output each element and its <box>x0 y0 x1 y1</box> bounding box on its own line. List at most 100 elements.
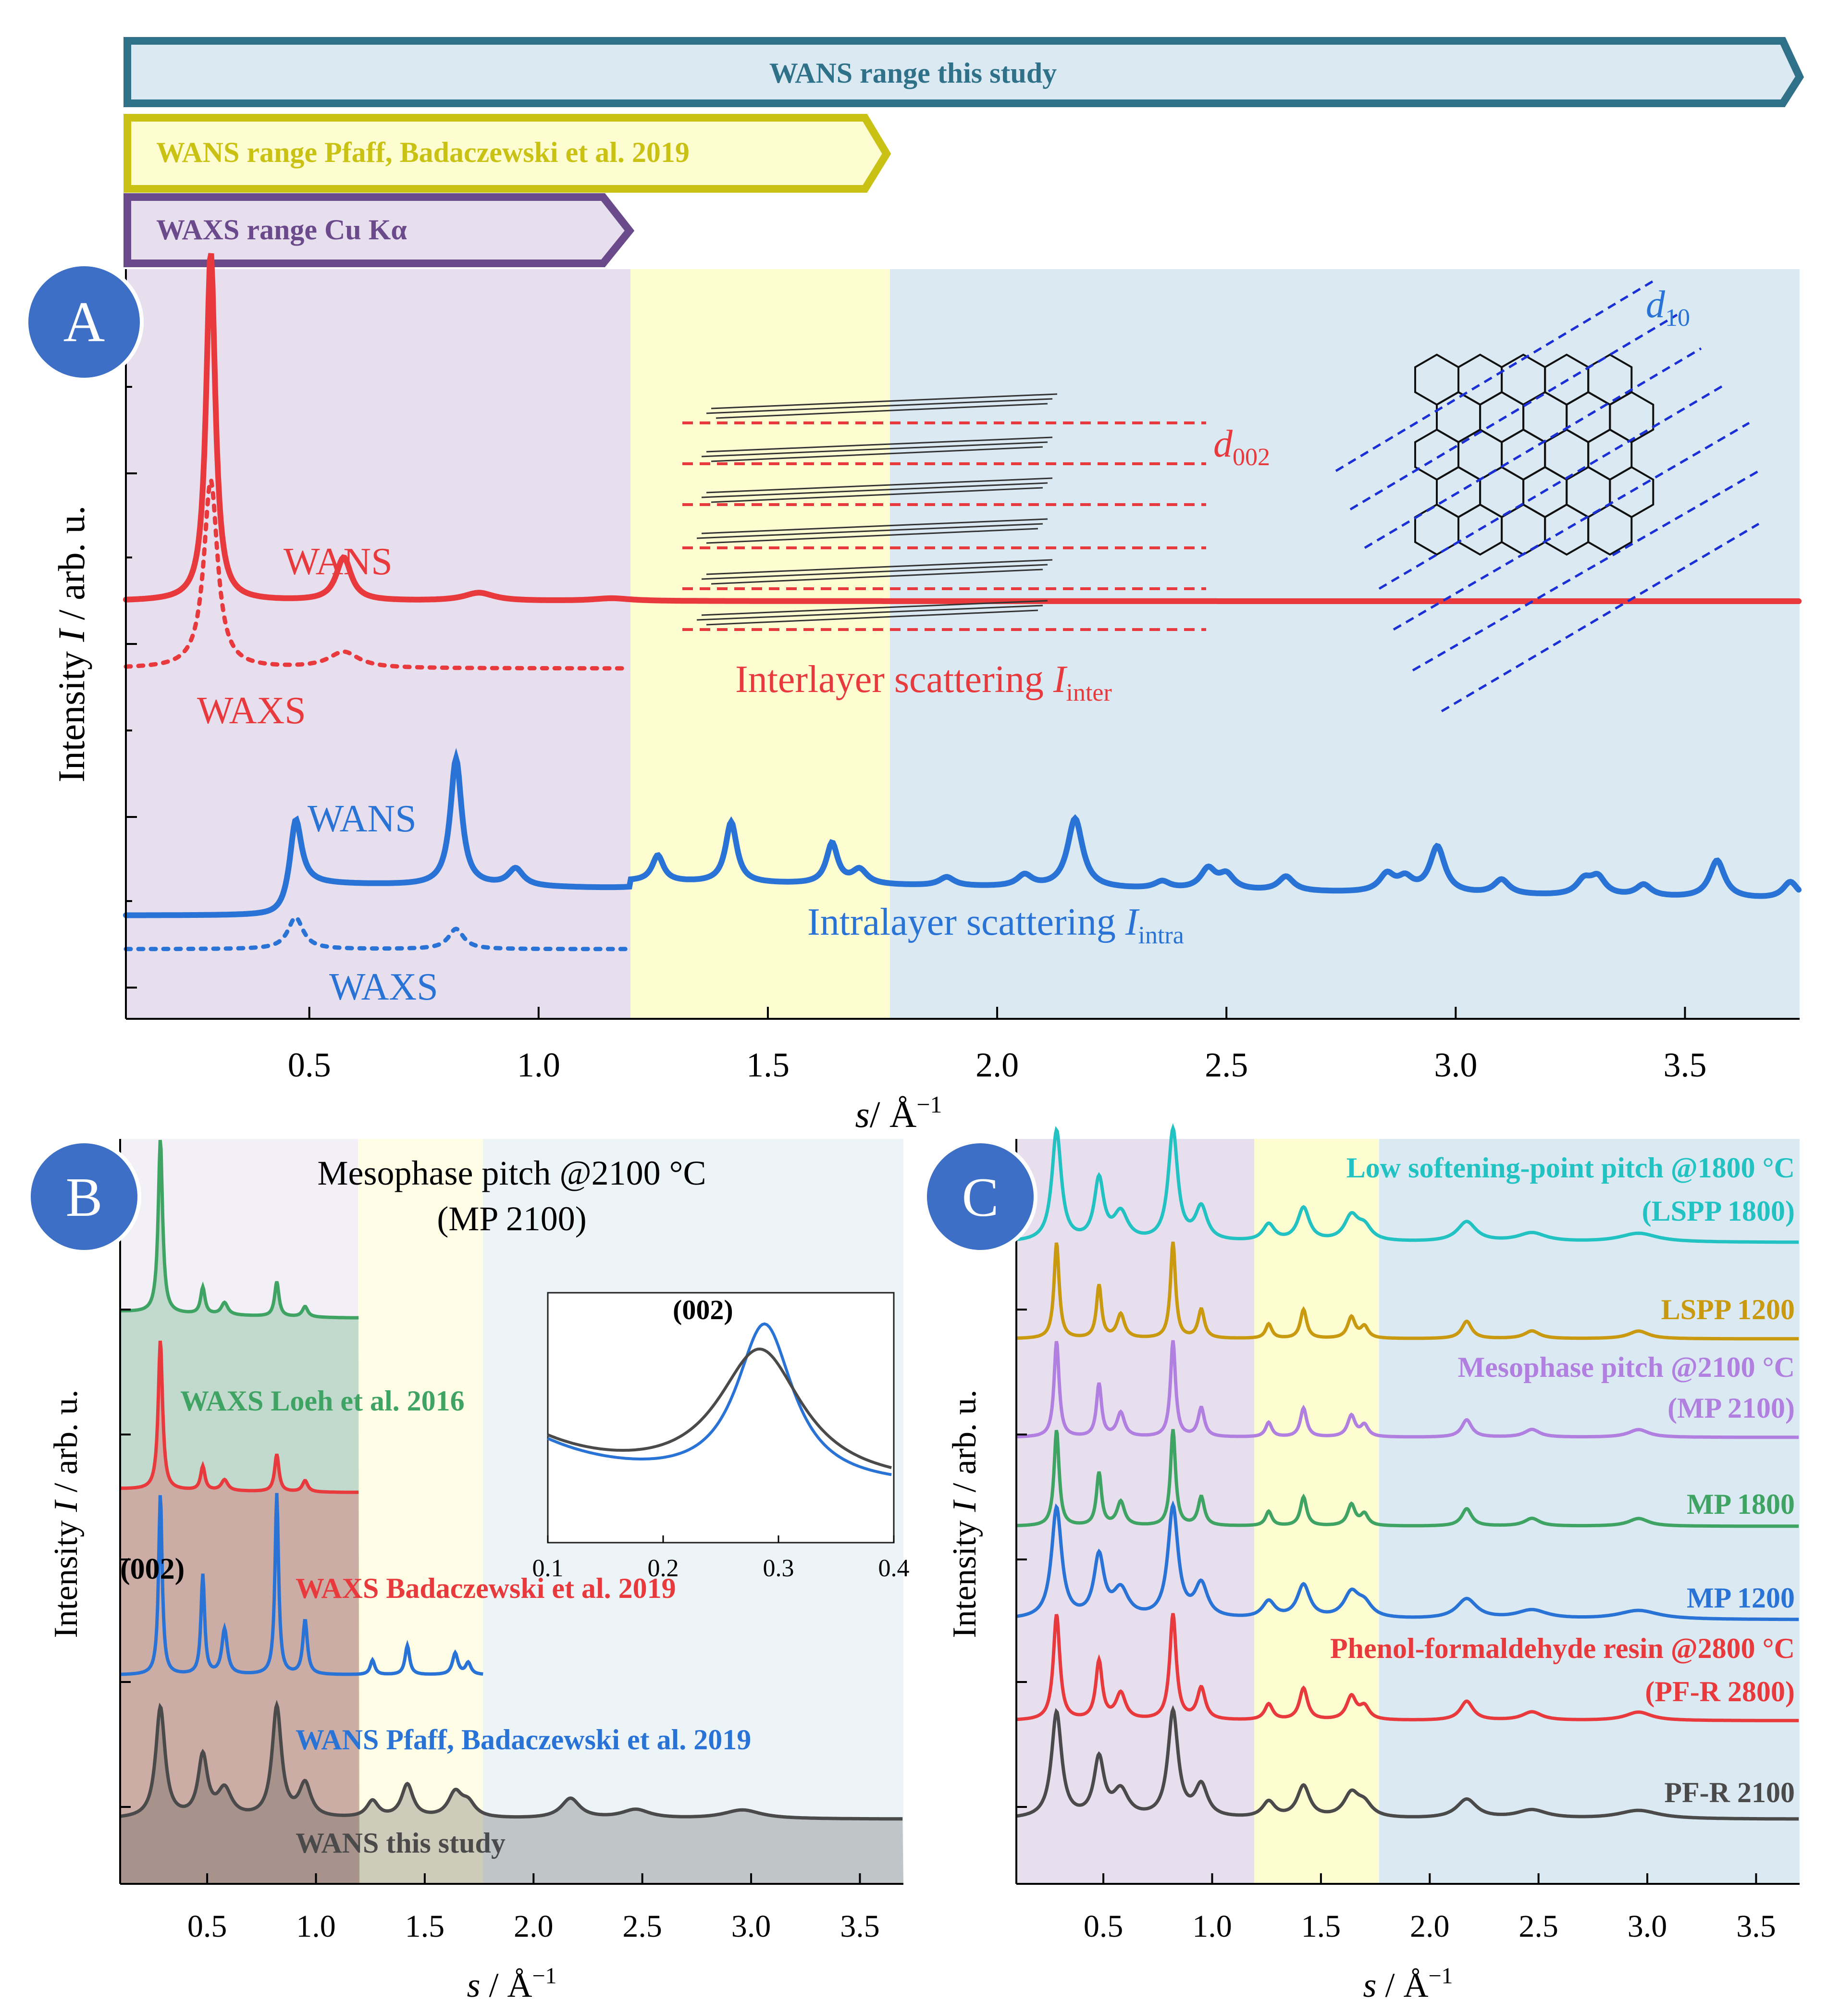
panel-a-badge <box>25 262 144 382</box>
label-mp2100-line2: (MP 2100) <box>1667 1392 1795 1424</box>
panel-a-xtick-label: 2.0 <box>975 1046 1019 1084</box>
label-d10: d10 <box>1646 284 1690 332</box>
label-mp1800: MP 1800 <box>1687 1488 1795 1520</box>
panel-c-series-pf-r-2800 <box>1016 1613 1799 1722</box>
panel-b-badge-letter: B <box>66 1167 103 1228</box>
inset-xtick-label: 0.4 <box>878 1555 910 1582</box>
label-mp1200: MP 1200 <box>1687 1582 1795 1614</box>
C-series-xtick-label: 2.0 <box>1410 1909 1450 1944</box>
panel-b-series-waxs-badaczewski <box>120 1340 359 1494</box>
panel-a-series-intralayer-waxs <box>123 915 632 952</box>
panel-a-xtick-label: 0.5 <box>288 1046 331 1084</box>
B-series-xtick-label: 2.0 <box>514 1909 554 1944</box>
C-series-xtick-label: 3.5 <box>1736 1909 1776 1944</box>
panel-a-xtick-label: 3.5 <box>1663 1046 1706 1084</box>
label-wans-inter: WANS <box>284 541 393 583</box>
inset-xtick-label: 0.1 <box>532 1555 564 1582</box>
C-series-xtick-label: 2.5 <box>1518 1909 1558 1944</box>
label-interlayer: Interlayer scattering Iinter <box>735 658 1112 706</box>
range-label-pfaff: WANS range Pfaff, Badaczewski et al. 201… <box>156 136 690 168</box>
panel-b: 0.5 1.0 1.5 2.0 2.5 3.0 3.5 Intensity I / arb.… <box>27 1139 910 2004</box>
panel-a-xtick-label: 2.5 <box>1205 1046 1248 1084</box>
panel-c-series-pf-r-2100 <box>1016 1705 1799 1821</box>
d10-spacing-lines <box>1335 280 1760 713</box>
panel-b-xticks: 0.5 1.0 1.5 2.0 2.5 3.0 3.5 <box>187 1873 880 1944</box>
B-series-xtick-label: 2.5 <box>622 1909 662 1944</box>
label-waxs-badaczewski: WAXS Badaczewski et al. 2019 <box>296 1572 676 1604</box>
panel-b-series-wans-this-study <box>120 1700 903 1821</box>
inset-frame <box>547 1292 895 1544</box>
label-pfr2100: PF-R 2100 <box>1664 1777 1795 1808</box>
panel-b-series <box>120 1139 903 1884</box>
label-002-main: (002) <box>120 1553 185 1585</box>
range-label-this-study: WANS range this study <box>769 57 1057 89</box>
panel-b-badge <box>27 1139 141 1254</box>
range-arrow-waxs <box>123 193 635 267</box>
C-series-xtick-label: 1.0 <box>1192 1909 1232 1944</box>
range-arrow-this-study <box>123 37 1804 107</box>
panel-a-series-intralayer-wans <box>123 748 1802 918</box>
panel-a-series-interlayer-waxs <box>123 475 632 671</box>
panel-c-badge-letter: C <box>962 1167 999 1228</box>
B-series-xtick-label: 0.5 <box>187 1909 227 1944</box>
panel-c-series-lspp-1200 <box>1016 1241 1799 1341</box>
panel-a-series <box>123 253 1802 952</box>
panel-b-title-line1: Mesophase pitch @2100 °C <box>317 1154 706 1192</box>
C-series-xtick-label: 0.5 <box>1084 1909 1123 1944</box>
panel-c-xlabel: s / Å−1 <box>1363 1963 1453 2004</box>
panel-c-series <box>1016 1123 1799 1821</box>
panel-a-xlabel: s/ Å−1 <box>855 1091 942 1135</box>
label-intralayer: Intralayer scattering Iintra <box>807 901 1184 949</box>
panel-c-series-mp-1800 <box>1016 1429 1799 1528</box>
panel-b-inset: 0.1 0.2 0.3 0.4 (002) <box>532 1292 910 1582</box>
inset-series-wans-this-study <box>547 1348 892 1469</box>
label-wans-this-study: WANS this study <box>296 1827 506 1859</box>
inset-xticks: 0.1 0.2 0.3 0.4 <box>532 1535 910 1582</box>
panel-c-bg-purple <box>1016 1139 1254 1884</box>
panel-a-xtick-label: 3.0 <box>1434 1046 1477 1084</box>
panel-c-series-labels: Low softening-point pitch @1800 °C (LSPP… <box>1330 1152 1795 1808</box>
label-waxs-loeh: WAXS Loeh et al. 2016 <box>180 1385 465 1417</box>
label-d002: d002 <box>1213 423 1270 471</box>
panel-c-bg-yellow <box>1254 1139 1379 1884</box>
panel-c-bg-blue <box>1379 1139 1800 1884</box>
panel-c-series-mp-1200 <box>1016 1500 1799 1621</box>
inset-series-wans-pfaff <box>547 1322 892 1476</box>
inset-series <box>547 1322 892 1476</box>
label-lspp1200: LSPP 1200 <box>1661 1294 1795 1325</box>
panel-b-series-waxs-loeh-area <box>120 1140 360 1884</box>
panel-a-series-interlayer-wans <box>123 253 1802 604</box>
C-series-xtick-label: 3.0 <box>1628 1909 1667 1944</box>
panel-c-xticks: 0.5 1.0 1.5 2.0 2.5 3.0 3.5 <box>1084 1873 1776 1944</box>
B-series-xtick-label: 3.0 <box>731 1909 771 1944</box>
C-series-xtick-label: 1.5 <box>1301 1909 1341 1944</box>
panel-c: 0.5 1.0 1.5 2.0 2.5 3.0 3.5 Intensity I / arb.… <box>923 1123 1800 2004</box>
panel-c-badge <box>923 1139 1037 1254</box>
panel-c-series-mp-2100 <box>1016 1340 1799 1439</box>
panel-b-xlabel: s / Å−1 <box>467 1963 556 2004</box>
label-pfr2800-line1: Phenol-formaldehyde resin @2800 °C <box>1330 1633 1795 1664</box>
inset-xtick-label: 0.2 <box>648 1555 679 1582</box>
panel-b-series-wans-this-study-area <box>120 1705 903 1884</box>
panel-b-title-line2: (MP 2100) <box>437 1200 586 1238</box>
range-label-waxs: WAXS range Cu Kα <box>156 214 407 246</box>
panel-c-series-lspp-1800 <box>1016 1123 1799 1244</box>
panel-a-ylabel: Intensity I / arb. u. <box>50 506 92 782</box>
panel-b-series-wans-pfaff <box>120 1493 483 1676</box>
label-wans-pfaff: WANS Pfaff, Badaczewski et al. 2019 <box>296 1724 751 1756</box>
range-arrows: WANS range this study WANS range Pfaff, … <box>123 37 1804 267</box>
label-wans-intra: WANS <box>308 798 417 840</box>
panel-a-xtick-label: 1.5 <box>746 1046 790 1084</box>
graphene-stack-illustration <box>696 393 1058 626</box>
panel-a-xtick-label: 1.0 <box>517 1046 560 1084</box>
panel-a-bg-yellow <box>630 269 890 1019</box>
label-mp2100-line1: Mesophase pitch @2100 °C <box>1458 1351 1795 1383</box>
panel-c-ylabel: Intensity I / arb. u. <box>946 1389 983 1638</box>
B-series-xtick-label: 1.0 <box>296 1909 336 1944</box>
label-lspp1800-line2: (LSPP 1800) <box>1642 1195 1795 1227</box>
label-lspp1800-line1: Low softening-point pitch @1800 °C <box>1346 1152 1795 1184</box>
panel-b-series-waxs-loeh <box>120 1139 359 1320</box>
label-pfr2800-line2: (PF-R 2800) <box>1645 1676 1795 1707</box>
label-waxs-intra: WAXS <box>329 966 438 1008</box>
B-series-xtick-label: 3.5 <box>840 1909 880 1944</box>
